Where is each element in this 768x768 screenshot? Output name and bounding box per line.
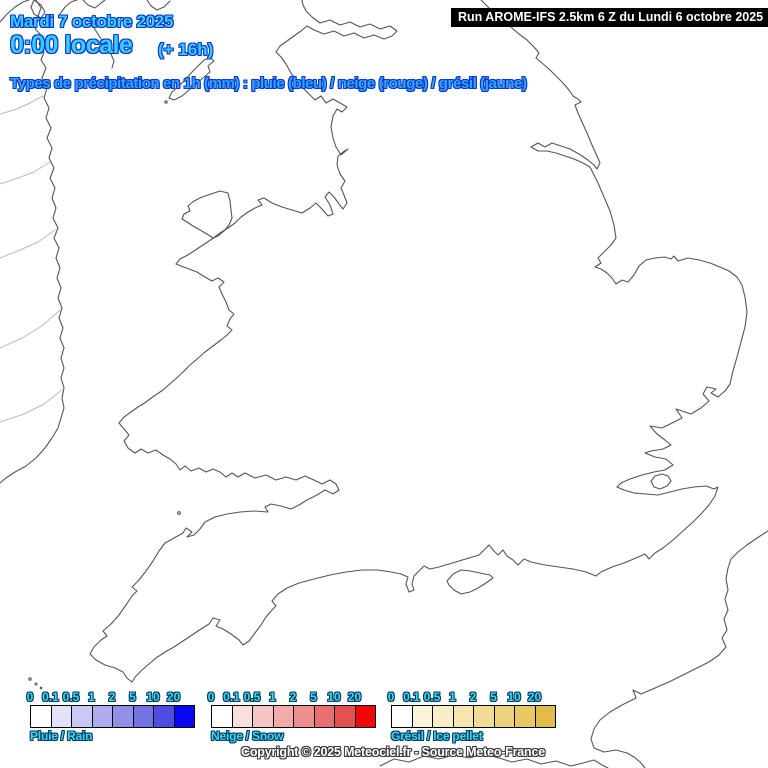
ireland-northeast-fragment — [0, 0, 30, 23]
legend-ice-pellet: 0 0.1 0.5 1 2 5 10 20 Grésil / Ice pellet — [387, 690, 557, 743]
legend-ice-pellet-ticks: 0 0.1 0.5 1 2 5 10 20 — [387, 690, 557, 704]
legend-color-cell — [452, 705, 474, 728]
legend-rain-ticks: 0 0.1 0.5 1 2 5 10 20 — [26, 690, 196, 704]
legend-tick: 0 — [207, 690, 215, 704]
isles-of-scilly — [28, 677, 43, 690]
isle-of-man — [168, 57, 215, 101]
legend-color-cell — [354, 705, 376, 728]
great-britain-coastline — [89, 0, 748, 683]
legend-color-cell — [132, 705, 154, 728]
legend-color-cell — [514, 705, 536, 728]
legend-tick: 5 — [490, 690, 497, 704]
strangford-lough-fragment — [30, 0, 46, 19]
ireland-inner-borders — [0, 95, 63, 423]
france-coastline — [590, 530, 768, 768]
legend-tick: 0 — [26, 690, 34, 704]
normandy-coastline — [379, 753, 609, 768]
legend-color-cell — [391, 705, 413, 728]
legend-color-cell — [334, 705, 356, 728]
legend-tick: 10 — [507, 690, 521, 704]
legend-tick: 0.1 — [42, 690, 59, 704]
legend-tick: 10 — [327, 690, 341, 704]
legend-tick: 20 — [347, 690, 362, 704]
legend-color-cell — [252, 705, 274, 728]
isle-of-sheppey — [650, 473, 672, 490]
map-subtitle: Types de précipitation en 1h (mm) : plui… — [10, 75, 527, 92]
legend-tick: 1 — [88, 690, 95, 704]
legend-color-cell — [313, 705, 335, 728]
legend-tick: 20 — [166, 690, 181, 704]
date-title: Mardi 7 octobre 2025 — [10, 12, 174, 31]
legend-color-cell — [231, 705, 253, 728]
legend-tick: 5 — [310, 690, 317, 704]
legend-tick: 10 — [146, 690, 160, 704]
legend-tick: 2 — [289, 690, 297, 704]
legend-tick: 0.5 — [423, 690, 441, 704]
legend-tick: 0 — [387, 690, 395, 704]
legend-tick: 1 — [449, 690, 456, 704]
legend-tick: 2 — [469, 690, 477, 704]
legend-color-cell — [432, 705, 454, 728]
legend-color-cell — [50, 705, 72, 728]
legend-snow-ticks: 0 0.1 0.5 1 2 5 10 20 — [207, 690, 377, 704]
copyright-notice: Copyright © 2025 Meteociel.fr - Source M… — [241, 745, 545, 759]
scotland-fragments — [59, 0, 171, 69]
forecast-offset: (+ 16h) — [158, 40, 214, 59]
legend-color-cell — [112, 705, 134, 728]
legend-color-cell — [272, 705, 294, 728]
legend-color-cell — [293, 705, 315, 728]
legend-color-cell — [173, 705, 195, 728]
legend-ice-pellet-scale — [391, 705, 557, 728]
anglesey-island — [181, 190, 233, 239]
local-time-title: 0:00 locale — [10, 31, 133, 59]
model-run-bar: Run AROME-IFS 2.5km 6 Z du Lundi 6 octob… — [451, 8, 768, 27]
isle-of-wight — [446, 569, 494, 595]
legend-tick: 0.1 — [403, 690, 420, 704]
legend-tick: 0.5 — [62, 690, 80, 704]
legend-tick: 2 — [108, 690, 116, 704]
legend-rain: 0 0.1 0.5 1 2 5 10 20 Pluie / Rain — [26, 690, 196, 743]
legend-color-cell — [411, 705, 433, 728]
legend-color-cell — [493, 705, 515, 728]
ireland-coastline — [0, 0, 65, 484]
legend-color-cell — [211, 705, 233, 728]
legend-color-cell — [153, 705, 175, 728]
legend-snow: 0 0.1 0.5 1 2 5 10 20 Neige / Snow — [207, 690, 377, 743]
legend-snow-label: Neige / Snow — [211, 729, 284, 743]
legend-color-cell — [30, 705, 52, 728]
lundy-island — [177, 511, 181, 515]
legend-color-cell — [91, 705, 113, 728]
legend-color-cell — [473, 705, 495, 728]
legend-rain-scale — [30, 705, 196, 728]
legend-color-cell — [71, 705, 93, 728]
calf-of-man-islet — [164, 100, 168, 104]
legend-tick: 20 — [527, 690, 542, 704]
legend-ice-pellet-label: Grésil / Ice pellet — [391, 729, 483, 743]
legend-tick: 5 — [129, 690, 136, 704]
legend-color-cell — [534, 705, 556, 728]
legend-tick: 0.1 — [223, 690, 240, 704]
legend-rain-label: Pluie / Rain — [30, 729, 93, 743]
legend-tick: 1 — [269, 690, 276, 704]
legend-tick: 0.5 — [243, 690, 261, 704]
legend-snow-scale — [211, 705, 377, 728]
